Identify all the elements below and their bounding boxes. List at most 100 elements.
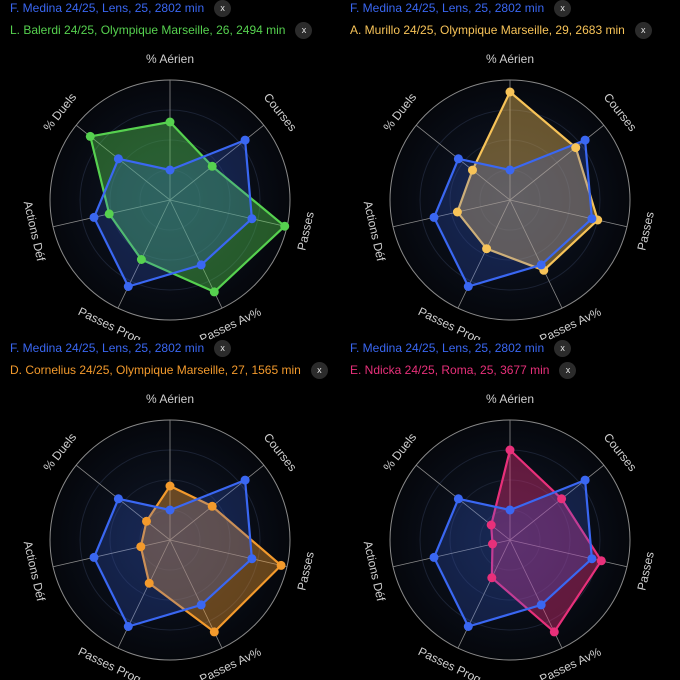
axis-label: Passes	[634, 550, 656, 591]
remove-player-button[interactable]: x	[559, 361, 577, 379]
data-point	[280, 221, 290, 231]
data-point	[123, 282, 133, 291]
axis-label: % Aérien	[146, 392, 194, 406]
axis-label: Actions Déf	[361, 200, 388, 264]
legend-label: A. Murillo 24/25, Olympique Marseille, 2…	[350, 23, 625, 37]
data-point	[596, 556, 606, 566]
remove-player-button[interactable]: x	[310, 361, 328, 379]
data-point	[452, 207, 462, 217]
data-point	[505, 505, 515, 515]
legend-entry-2[interactable]: D. Cornelius 24/25, Olympique Marseille,…	[10, 361, 328, 379]
data-point	[240, 475, 250, 485]
data-point	[165, 481, 175, 491]
data-point	[468, 165, 477, 175]
series-area	[456, 90, 599, 272]
axis-label: Passes	[634, 210, 656, 251]
legend-entry-1[interactable]: F. Medina 24/25, Lens, 25, 2802 min x	[10, 339, 232, 357]
radar-panel-2: F. Medina 24/25, Lens, 25, 2802 min x A.…	[340, 0, 680, 340]
legend-entry-1[interactable]: F. Medina 24/25, Lens, 25, 2802 min x	[10, 0, 232, 17]
data-point	[463, 282, 473, 291]
data-point	[144, 578, 154, 588]
legend-label: L. Balerdi 24/25, Olympique Marseille, 2…	[10, 23, 286, 37]
data-point	[429, 212, 439, 222]
axis-label: Actions Déf	[361, 540, 388, 604]
legend-label: F. Medina 24/25, Lens, 25, 2802 min	[350, 341, 545, 355]
axis-label: % Duels	[40, 90, 79, 134]
remove-player-button[interactable]: x	[214, 339, 232, 357]
series-area	[432, 479, 593, 628]
legend-label: D. Cornelius 24/25, Olympique Marseille,…	[10, 363, 301, 377]
remove-player-button[interactable]: x	[295, 21, 313, 39]
data-point	[557, 494, 567, 504]
data-point	[165, 505, 175, 515]
data-point	[165, 165, 175, 175]
data-point	[482, 244, 492, 254]
data-point	[209, 627, 219, 637]
legend-label: E. Ndicka 24/25, Roma, 25, 3677 min	[350, 363, 550, 377]
axis-label: Passes	[294, 210, 316, 251]
legend-entry-2[interactable]: A. Murillo 24/25, Olympique Marseille, 2…	[350, 21, 652, 39]
legend-label: F. Medina 24/25, Lens, 25, 2802 min	[350, 1, 545, 15]
legend-entry-1[interactable]: F. Medina 24/25, Lens, 25, 2802 min x	[350, 0, 572, 17]
data-point	[487, 573, 497, 583]
axis-spoke	[169, 539, 288, 568]
data-point	[142, 516, 151, 526]
data-point	[196, 600, 206, 610]
data-point	[587, 554, 597, 564]
data-point	[240, 135, 250, 145]
data-point	[85, 131, 95, 141]
data-point	[505, 87, 515, 97]
radar-panel-3: F. Medina 24/25, Lens, 25, 2802 min x D.…	[0, 339, 340, 680]
axis-spoke	[509, 539, 628, 568]
data-point	[453, 154, 463, 164]
remove-player-button[interactable]: x	[554, 0, 572, 17]
data-point	[209, 287, 219, 297]
data-point	[429, 552, 439, 562]
data-point	[89, 212, 99, 222]
data-point	[165, 117, 175, 127]
legend-entry-2[interactable]: E. Ndicka 24/25, Roma, 25, 3677 min x	[350, 361, 577, 379]
axis-label: % Aérien	[146, 52, 194, 66]
axis-spoke	[169, 199, 288, 228]
series-area	[89, 120, 286, 293]
series-area	[92, 479, 253, 628]
axis-label: % Aérien	[486, 392, 534, 406]
axis-label: Actions Déf	[21, 200, 48, 264]
data-point	[247, 214, 257, 224]
data-point	[488, 539, 497, 549]
data-point	[247, 554, 257, 564]
axis-label: Courses	[261, 90, 300, 134]
remove-player-button[interactable]: x	[554, 339, 572, 357]
radar-panel-4: F. Medina 24/25, Lens, 25, 2802 min x E.…	[340, 339, 680, 680]
legend-entry-1[interactable]: F. Medina 24/25, Lens, 25, 2802 min x	[350, 339, 572, 357]
data-point	[113, 494, 123, 504]
data-point	[207, 501, 217, 511]
data-point	[136, 255, 146, 264]
axis-spoke	[509, 199, 563, 309]
data-point	[196, 260, 206, 270]
remove-player-button[interactable]: x	[214, 0, 232, 17]
data-point	[536, 260, 546, 270]
data-point	[207, 161, 217, 171]
data-point	[136, 542, 146, 552]
axis-label: % Aérien	[486, 52, 534, 66]
series-area	[92, 139, 253, 288]
axis-label: Courses	[601, 90, 640, 134]
data-point	[505, 165, 515, 175]
data-point	[549, 627, 559, 637]
axis-label: Courses	[601, 430, 640, 474]
series-area	[432, 139, 593, 288]
data-point	[463, 622, 473, 631]
legend-label: F. Medina 24/25, Lens, 25, 2802 min	[10, 1, 205, 15]
data-point	[580, 475, 590, 485]
legend-entry-2[interactable]: L. Balerdi 24/25, Olympique Marseille, 2…	[10, 21, 313, 39]
data-point	[571, 143, 581, 153]
data-point	[505, 445, 515, 455]
axis-label: Passes	[294, 550, 316, 591]
remove-player-button[interactable]: x	[634, 21, 652, 39]
data-point	[453, 494, 463, 504]
axis-spoke	[52, 539, 171, 568]
